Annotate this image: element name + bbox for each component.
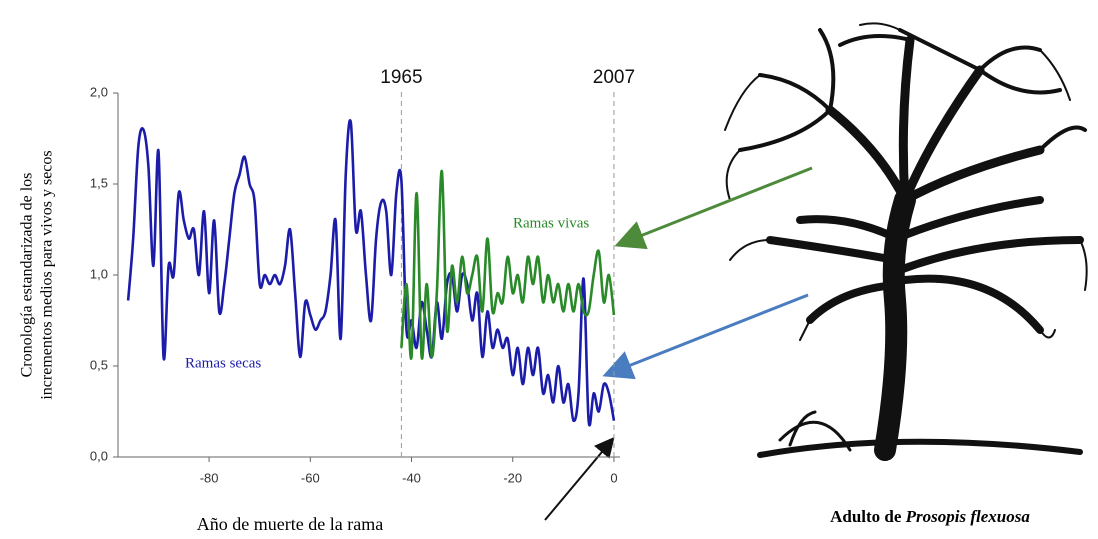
x-tick-label: -40 xyxy=(402,470,421,485)
figure: Cronología estandarizada de los incremen… xyxy=(0,0,1098,539)
year-label: 2007 xyxy=(593,67,635,88)
x-tick-label: -80 xyxy=(200,470,219,485)
series-label: Ramas secas xyxy=(185,355,261,371)
year-label: 1965 xyxy=(380,67,422,88)
death-note: Año de muerte de la rama xyxy=(197,514,383,534)
arrow xyxy=(545,440,612,520)
y-axis-label: incrementos medios para vivos y secos xyxy=(39,150,56,399)
series-label: Ramas vivas xyxy=(513,215,589,231)
x-tick-label: -60 xyxy=(301,470,320,485)
y-tick-label: 1,5 xyxy=(90,175,108,190)
y-tick-label: 2,0 xyxy=(90,84,108,99)
caption-species: Prosopis flexuosa xyxy=(905,507,1031,526)
caption-prefix: Adulto de xyxy=(830,507,902,526)
y-axis-label: Cronología estandarizada de los xyxy=(19,173,36,378)
x-tick-label: 0 xyxy=(610,470,617,485)
y-tick-label: 0,5 xyxy=(90,357,108,372)
arrow xyxy=(620,168,812,244)
x-tick-label: -20 xyxy=(503,470,522,485)
y-tick-label: 1,0 xyxy=(90,266,108,281)
caption: Adulto de Prosopis flexuosa xyxy=(830,507,1030,526)
arrow xyxy=(608,295,808,374)
tree-illustration xyxy=(725,23,1087,455)
y-tick-label: 0,0 xyxy=(90,448,108,463)
